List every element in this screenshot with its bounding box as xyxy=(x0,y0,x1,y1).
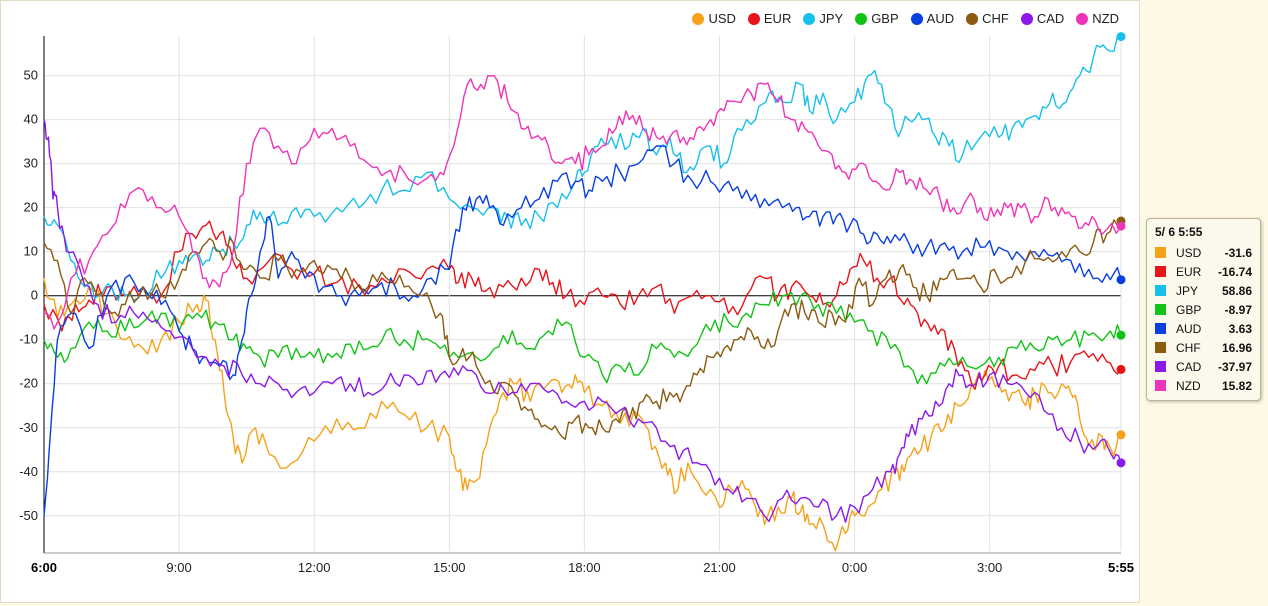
legend-label: AUD xyxy=(926,11,955,26)
legend-dot-icon xyxy=(855,12,868,25)
tooltip-value: 3.63 xyxy=(1228,321,1252,336)
y-tick-label: -30 xyxy=(19,420,38,435)
tooltip-currency: AUD xyxy=(1176,321,1202,336)
tooltip-value: 16.96 xyxy=(1221,340,1252,355)
x-tick-label: 9:00 xyxy=(166,560,191,575)
legend-dot-icon xyxy=(966,12,979,25)
legend-dot-icon xyxy=(1076,12,1089,25)
y-tick-label: 50 xyxy=(24,68,38,83)
x-tick-label: 15:00 xyxy=(433,560,466,575)
tooltip-row-gbp: GBP -8.97 xyxy=(1155,300,1252,319)
end-marker-cad xyxy=(1116,458,1126,468)
y-tick-label: 30 xyxy=(24,156,38,171)
tooltip-currency: EUR xyxy=(1176,264,1202,279)
tooltip-row-eur: EUR -16.74 xyxy=(1155,262,1252,281)
legend-dot-icon xyxy=(692,12,705,25)
x-tick-label: 21:00 xyxy=(703,560,736,575)
tooltip-row-jpy: JPY 58.86 xyxy=(1155,281,1252,300)
legend-dot-icon xyxy=(1020,12,1033,25)
tooltip-currency: NZD xyxy=(1176,378,1201,393)
series-line-eur xyxy=(43,220,1122,390)
legend-item-cad[interactable]: CAD xyxy=(1020,11,1065,26)
legend-item-gbp[interactable]: GBP xyxy=(855,11,899,26)
series-lines xyxy=(43,35,1122,552)
tooltip-currency: CHF xyxy=(1176,340,1201,355)
tooltip-value: -16.74 xyxy=(1217,264,1252,279)
end-marker-gbp xyxy=(1116,330,1126,340)
x-tick-label: 18:00 xyxy=(568,560,601,575)
x-tick-label: 12:00 xyxy=(298,560,331,575)
tooltip-row-cad: CAD -37.97 xyxy=(1155,357,1252,376)
legend-item-usd[interactable]: USD xyxy=(692,11,736,26)
legend-dot-icon xyxy=(803,12,816,25)
tooltip-row-chf: CHF 16.96 xyxy=(1155,338,1252,357)
swatch-icon xyxy=(1155,361,1166,372)
tooltip-value: -37.97 xyxy=(1217,359,1252,374)
x-tick-label: 3:00 xyxy=(977,560,1002,575)
swatch-icon xyxy=(1155,342,1166,353)
x-tick-label: 5:55 xyxy=(1108,560,1134,575)
tooltip-value: 58.86 xyxy=(1221,283,1252,298)
swatch-icon xyxy=(1155,380,1166,391)
y-tick-label: -20 xyxy=(19,376,38,391)
end-markers xyxy=(1116,32,1126,468)
legend-dot-icon xyxy=(747,12,760,25)
legend-label: JPY xyxy=(819,11,844,26)
end-marker-nzd xyxy=(1116,221,1126,231)
legend-item-jpy[interactable]: JPY xyxy=(803,11,843,26)
y-tick-label: 40 xyxy=(24,112,38,127)
legend-item-aud[interactable]: AUD xyxy=(910,11,955,26)
values-tooltip: 5/ 6 5:55 USD -31.6 EUR -16.74 JPY 58.86 GB… xyxy=(1146,218,1261,401)
legend-item-nzd[interactable]: NZD xyxy=(1076,11,1119,26)
tooltip-currency: GBP xyxy=(1176,302,1202,317)
y-tick-label: 20 xyxy=(24,200,38,215)
legend-label: NZD xyxy=(1092,11,1119,26)
tooltip-value: 15.82 xyxy=(1221,378,1252,393)
tooltip-row-nzd: NZD 15.82 xyxy=(1155,376,1252,395)
legend-label: CAD xyxy=(1036,11,1065,26)
end-marker-aud xyxy=(1116,275,1126,285)
swatch-icon xyxy=(1155,285,1166,296)
series-line-usd xyxy=(43,277,1122,552)
y-tick-label: -10 xyxy=(19,332,38,347)
y-tick-label: -40 xyxy=(19,464,38,479)
series-line-gbp xyxy=(43,290,1122,385)
tooltip-currency: JPY xyxy=(1176,283,1199,298)
tooltip-value: -31.6 xyxy=(1224,245,1252,260)
y-tick-label: -50 xyxy=(19,508,38,523)
end-marker-usd xyxy=(1116,430,1126,440)
swatch-icon xyxy=(1155,304,1166,315)
legend-label: USD xyxy=(708,11,736,26)
x-tick-label: 6:00 xyxy=(31,560,57,575)
legend-label: EUR xyxy=(763,11,792,26)
grid xyxy=(43,36,1122,551)
end-marker-eur xyxy=(1116,364,1126,374)
legend-dot-icon xyxy=(910,12,923,25)
legend-label: GBP xyxy=(871,11,899,26)
series-line-aud xyxy=(43,145,1122,516)
tooltip-row-aud: AUD 3.63 xyxy=(1155,319,1252,338)
x-tick-label: 0:00 xyxy=(842,560,867,575)
tooltip-row-usd: USD -31.6 xyxy=(1155,243,1252,262)
swatch-icon xyxy=(1155,247,1166,258)
axes: 50 40 30 20 10 0 -10 -20 -30 -40 -50 6:00 9:00 12:00 1… xyxy=(19,36,1134,575)
y-tick-label: 0 xyxy=(31,288,38,303)
line-chart: 50 40 30 20 10 0 -10 -20 -30 -40 -50 6:00 9:00 12:00 1… xyxy=(19,32,1134,575)
chart-panel: 50 40 30 20 10 0 -10 -20 -30 -40 -50 6:00 9:00 12:00 1… xyxy=(0,0,1140,603)
tooltip-currency: USD xyxy=(1176,245,1202,260)
series-line-chf xyxy=(43,219,1122,440)
tooltip-timestamp: 5/ 6 5:55 xyxy=(1155,225,1203,239)
legend-item-eur[interactable]: EUR xyxy=(747,11,792,26)
legend-item-chf[interactable]: CHF xyxy=(966,11,1009,26)
tooltip-currency: CAD xyxy=(1176,359,1202,374)
tooltip-value: -8.97 xyxy=(1224,302,1252,317)
legend-label: CHF xyxy=(982,11,1009,26)
series-line-nzd xyxy=(43,74,1122,330)
swatch-icon xyxy=(1155,266,1166,277)
y-tick-label: 10 xyxy=(24,244,38,259)
series-line-cad xyxy=(43,119,1122,523)
swatch-icon xyxy=(1155,323,1166,334)
legend: USD EUR JPY GBP AUD CHF CAD NZD xyxy=(692,11,1119,26)
end-marker-jpy xyxy=(1116,32,1126,42)
